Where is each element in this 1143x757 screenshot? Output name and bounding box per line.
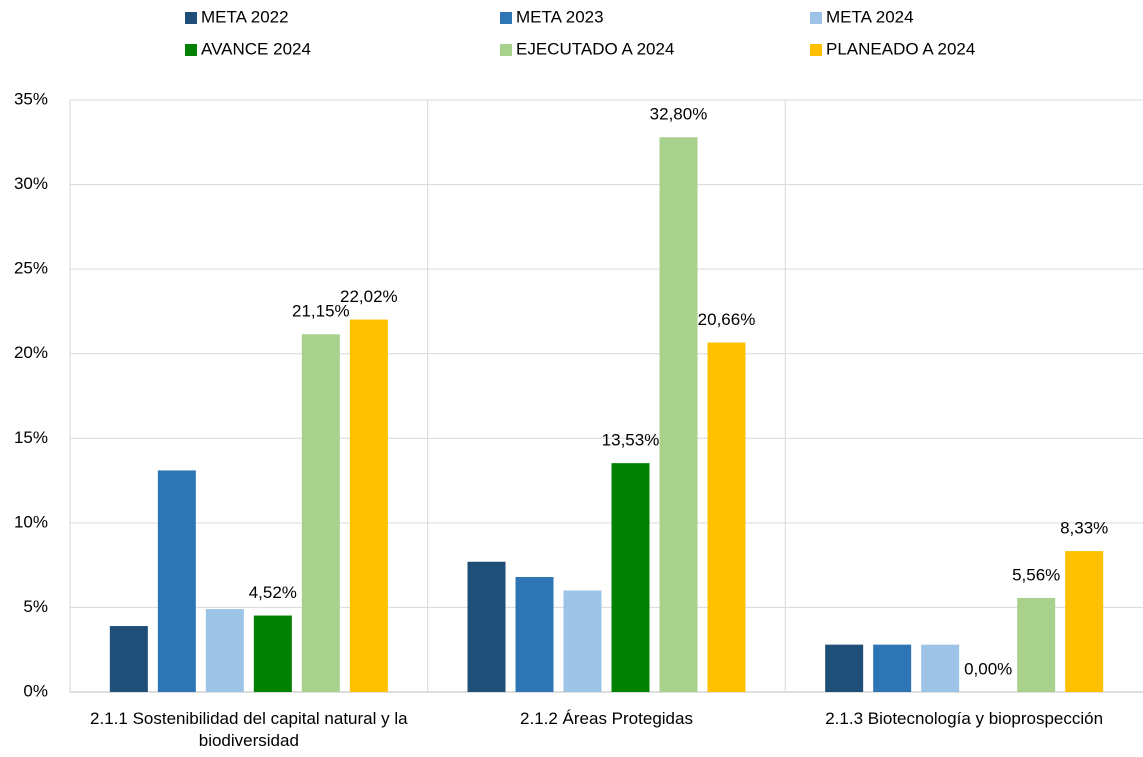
bar: [611, 463, 650, 692]
legend-label: PLANEADO A 2024: [826, 39, 975, 58]
y-tick-label: 35%: [14, 89, 48, 108]
legend-label: META 2024: [826, 7, 914, 26]
bar: [921, 644, 960, 692]
x-tick-label: 2.1.1 Sostenibilidad del capital natural…: [90, 709, 408, 750]
legend-label: EJECUTADO A 2024: [516, 39, 674, 58]
bar: [205, 609, 244, 692]
legend-swatch: [500, 44, 512, 56]
y-tick-label: 20%: [14, 343, 48, 362]
bar: [109, 626, 148, 692]
bar: [253, 615, 292, 692]
legend-swatch: [810, 12, 822, 24]
legend-swatch: [500, 12, 512, 24]
data-label: 20,66%: [698, 310, 756, 329]
bar: [157, 470, 196, 692]
data-label: 13,53%: [602, 431, 660, 450]
legend-swatch: [810, 44, 822, 56]
data-label: 4,52%: [249, 583, 297, 602]
y-tick-label: 0%: [23, 681, 48, 700]
bar: [1065, 551, 1104, 692]
y-tick-label: 10%: [14, 512, 48, 531]
y-tick-label: 30%: [14, 174, 48, 193]
x-tick-label: 2.1.2 Áreas Protegidas: [520, 709, 693, 728]
bar: [515, 576, 554, 692]
data-label: 22,02%: [340, 287, 398, 306]
data-label: 8,33%: [1060, 519, 1108, 538]
legend-swatch: [185, 44, 197, 56]
data-label: 21,15%: [292, 302, 350, 321]
y-tick-label: 5%: [23, 597, 48, 616]
bar: [349, 319, 388, 692]
legend-label: META 2022: [201, 7, 289, 26]
data-label: 5,56%: [1012, 565, 1060, 584]
bar: [707, 342, 746, 692]
data-label: 32,80%: [650, 105, 708, 124]
legend-label: META 2023: [516, 7, 604, 26]
x-tick-label: 2.1.3 Biotecnología y bioprospección: [825, 709, 1104, 728]
bar: [659, 137, 698, 692]
legend-swatch: [185, 12, 197, 24]
y-tick-label: 15%: [14, 428, 48, 447]
bar: [1017, 597, 1056, 692]
bar: [301, 334, 340, 692]
data-label: 0,00%: [964, 659, 1012, 678]
bar: [467, 561, 506, 692]
y-tick-label: 25%: [14, 259, 48, 278]
bar: [825, 644, 864, 692]
bar: [873, 644, 912, 692]
bar: [563, 590, 602, 692]
legend-label: AVANCE 2024: [201, 39, 311, 58]
